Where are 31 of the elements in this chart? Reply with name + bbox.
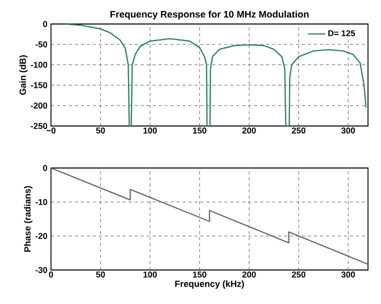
chart-title: Frequency Response for 10 MHz Modulation bbox=[110, 10, 309, 20]
line-series bbox=[51, 168, 368, 265]
x-axis-title: Frequency (kHz) bbox=[175, 280, 244, 289]
y-tick-label: -200 bbox=[30, 102, 48, 109]
y-tick-label: 0 bbox=[43, 21, 48, 27]
y-tick-label: -250 bbox=[30, 123, 48, 129]
line-series bbox=[65, 24, 367, 126]
x-tick-label: 50 bbox=[96, 272, 105, 278]
x-tick-label: 200 bbox=[242, 272, 256, 278]
y-axis-title: Gain (dB) bbox=[19, 55, 28, 95]
x-tick-label: −0 bbox=[46, 128, 56, 134]
x-tick-label: 200 bbox=[242, 128, 256, 134]
x-tick-label: 150 bbox=[193, 272, 206, 278]
x-tick-label: 100 bbox=[144, 272, 157, 278]
x-tick-label: 100 bbox=[144, 128, 157, 134]
y-tick-label: -10 bbox=[36, 199, 48, 205]
y-tick-label: 0 bbox=[43, 165, 48, 171]
x-tick-label: 250 bbox=[292, 128, 306, 134]
legend-label: D= 125 bbox=[328, 30, 356, 36]
y-tick-label: -30 bbox=[36, 267, 48, 274]
x-tick-label: 0 bbox=[48, 272, 54, 278]
x-tick-label: 300 bbox=[341, 272, 355, 278]
y-tick-label: -100 bbox=[30, 62, 48, 68]
x-tick-label: 150 bbox=[193, 128, 206, 134]
x-tick-label: 50 bbox=[96, 128, 105, 134]
y-tick-label: -50 bbox=[36, 41, 48, 48]
x-tick-label: 250 bbox=[292, 272, 306, 278]
y-axis-title: Phase (radians) bbox=[24, 186, 32, 252]
x-tick-label: 300 bbox=[341, 128, 355, 134]
y-tick-label: -20 bbox=[36, 233, 48, 239]
y-tick-label: -150 bbox=[30, 82, 48, 88]
